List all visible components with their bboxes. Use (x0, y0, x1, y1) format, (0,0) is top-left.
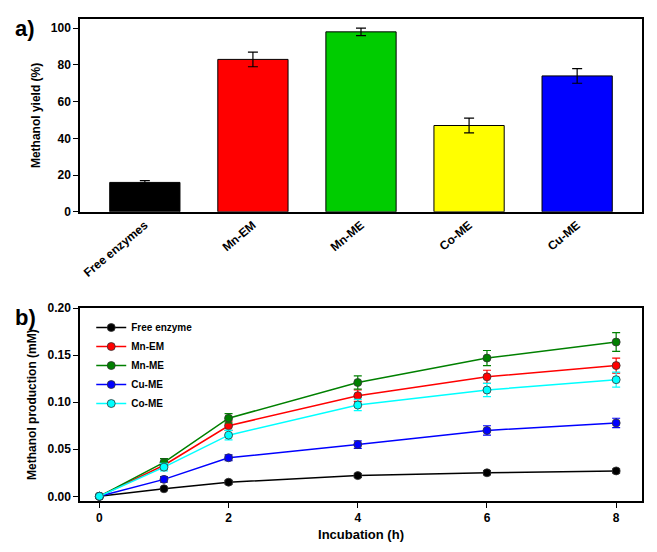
svg-text:Mn-EM: Mn-EM (131, 341, 164, 352)
svg-text:4: 4 (354, 511, 361, 525)
svg-text:Co-ME: Co-ME (437, 218, 475, 253)
svg-text:0.10: 0.10 (47, 395, 71, 409)
svg-text:Free enzyme: Free enzyme (131, 322, 192, 333)
svg-text:Methanol production (mM): Methanol production (mM) (25, 329, 39, 480)
svg-text:20: 20 (57, 168, 71, 182)
svg-text:a): a) (15, 16, 35, 41)
svg-text:8: 8 (613, 511, 620, 525)
svg-text:Cu-ME: Cu-ME (545, 218, 583, 253)
svg-text:Incubation (h): Incubation (h) (318, 527, 404, 542)
svg-text:100: 100 (51, 21, 71, 35)
svg-text:Mn-ME: Mn-ME (328, 218, 367, 254)
svg-text:0.00: 0.00 (47, 490, 71, 504)
svg-text:Mn-EM: Mn-EM (220, 218, 259, 254)
svg-text:0: 0 (96, 511, 103, 525)
svg-text:0.15: 0.15 (47, 348, 71, 362)
svg-text:6: 6 (484, 511, 491, 525)
svg-text:80: 80 (57, 58, 71, 72)
svg-text:Methanol yield (%): Methanol yield (%) (29, 63, 43, 168)
svg-text:Cu-ME: Cu-ME (131, 379, 163, 390)
svg-text:60: 60 (57, 95, 71, 109)
svg-text:0.20: 0.20 (47, 301, 71, 315)
svg-text:Free enzymes: Free enzymes (81, 218, 151, 280)
svg-text:0.05: 0.05 (47, 442, 71, 456)
svg-text:Mn-ME: Mn-ME (131, 360, 164, 371)
svg-text:Co-ME: Co-ME (131, 398, 163, 409)
svg-text:40: 40 (57, 132, 71, 146)
svg-text:2: 2 (225, 511, 232, 525)
svg-text:b): b) (15, 305, 36, 330)
svg-text:0: 0 (64, 205, 71, 219)
